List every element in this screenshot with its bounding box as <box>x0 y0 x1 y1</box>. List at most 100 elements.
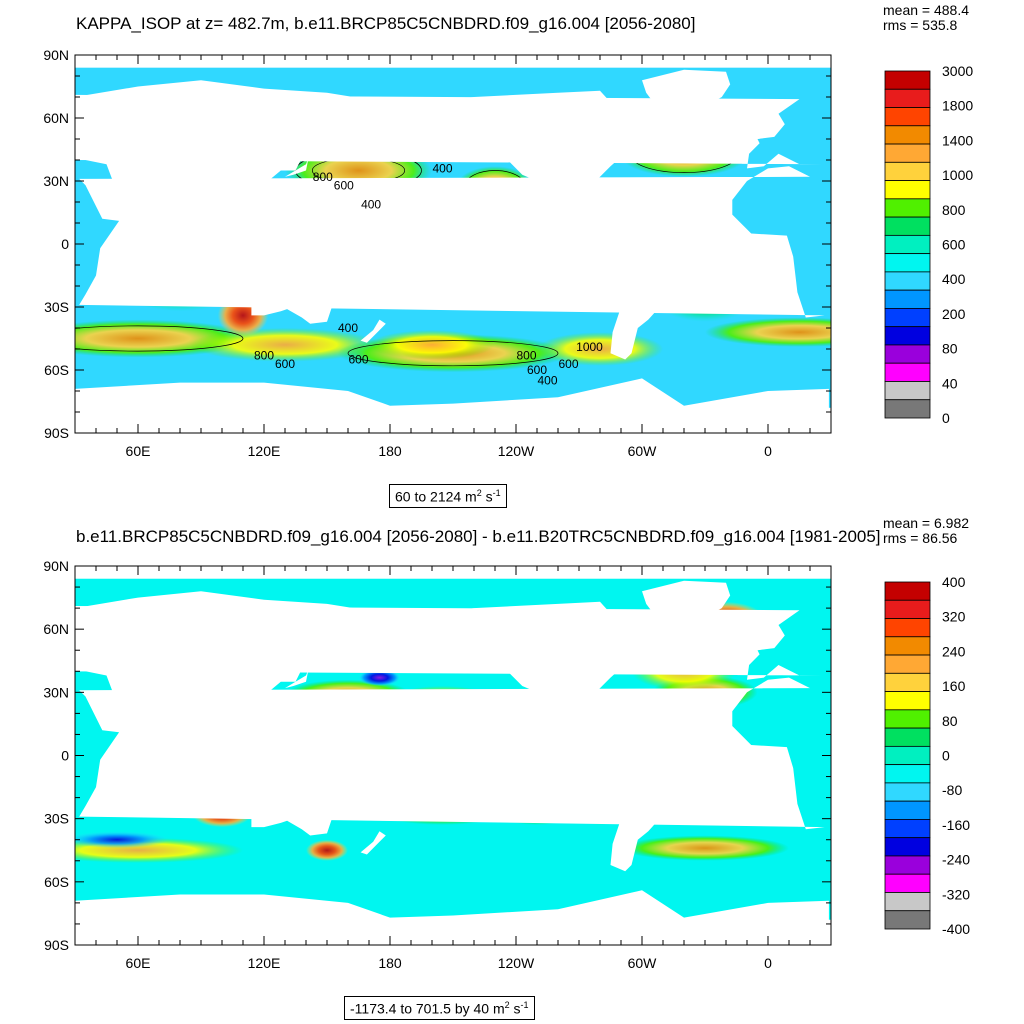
contour-label: 400 <box>338 321 358 335</box>
land-europe <box>75 94 823 169</box>
colorbar-swatch <box>884 727 931 747</box>
colorbar-label: 0 <box>942 410 950 426</box>
colorbar-swatch <box>884 289 931 309</box>
colorbar-label: 80 <box>942 341 958 357</box>
field-anomaly <box>369 330 495 360</box>
bottom-panel-stats: mean = 6.982 rms = 86.56 <box>883 516 969 546</box>
top-mean-label: mean = 488.4 <box>883 2 970 18</box>
colorbar-swatch <box>884 70 931 90</box>
colorbar-swatch <box>884 764 931 784</box>
y-tick-label: 30S <box>44 811 69 827</box>
land-nz <box>360 831 386 855</box>
colorbar-swatch <box>884 216 931 236</box>
top-range-sup2: -1 <box>492 488 501 498</box>
x-tick-label: 0 <box>764 443 772 459</box>
colorbar-swatch <box>884 618 931 638</box>
bottom-range-label: -1173.4 to 701.5 by 40 m2 s-1 <box>344 996 535 1020</box>
contour-label: 400 <box>361 197 381 211</box>
land-nz <box>360 319 386 343</box>
colorbar-swatch <box>884 161 931 181</box>
x-tick-label: 60E <box>126 955 151 971</box>
land-japan <box>285 151 317 177</box>
land-madagascar <box>104 780 117 809</box>
top-panel-title: KAPPA_ISOP at z= 482.7m, b.e11.BRCP85C5C… <box>76 14 696 33</box>
bottom-range-text: -1173.4 to 701.5 by 40 m <box>350 1000 505 1017</box>
colorbar-label: -240 <box>942 852 970 868</box>
colorbar-swatch <box>884 125 931 145</box>
y-tick-label: 90S <box>44 937 69 953</box>
bottom-map-field <box>75 566 831 945</box>
land-indonesia <box>211 745 327 775</box>
colorbar-swatch <box>884 910 931 930</box>
colorbar-swatch <box>884 654 931 674</box>
colorbar-label: 160 <box>942 678 966 694</box>
colorbar-label: 1800 <box>942 98 973 114</box>
colorbar-swatch <box>884 234 931 255</box>
colorbar-swatch <box>884 837 931 857</box>
x-tick-label: 60E <box>126 443 151 459</box>
contour-label: 600 <box>348 353 368 367</box>
field-anomaly <box>190 328 380 362</box>
x-tick-label: 60W <box>628 955 658 971</box>
colorbar-swatch <box>884 88 931 108</box>
colorbar-swatch <box>884 180 931 200</box>
colorbar-swatch <box>884 107 931 127</box>
bottom-range-sup2: -1 <box>520 1000 529 1010</box>
top-range-label: 60 to 2124 m2 s-1 <box>389 484 507 508</box>
colorbar-swatch <box>884 381 931 401</box>
colorbar-label: 800 <box>942 202 966 218</box>
top-range-text: 60 to 2124 m <box>395 488 477 505</box>
field-anomaly <box>75 831 170 849</box>
colorbar-swatch <box>884 800 931 820</box>
land-americas <box>415 90 695 360</box>
y-tick-label: 60N <box>43 110 69 126</box>
colorbar-label: 240 <box>942 643 966 659</box>
bottom-range-sup1: 2 <box>504 1000 510 1010</box>
land-uk <box>755 122 771 139</box>
colorbar-swatch <box>884 691 931 711</box>
colorbar-label: 200 <box>942 306 966 322</box>
land-australia <box>251 267 334 324</box>
contour-line <box>347 340 559 367</box>
land-japan <box>285 662 317 689</box>
y-tick-label: 60S <box>44 874 69 890</box>
colorbar-swatch <box>884 326 931 346</box>
colorbar-swatch <box>884 399 931 419</box>
land-americas <box>415 601 695 872</box>
colorbar-swatch <box>884 672 931 692</box>
colorbar-swatch <box>884 599 931 619</box>
y-tick-label: 90N <box>43 558 69 574</box>
colorbar-swatch <box>884 636 931 656</box>
top-rms-label: rms = 535.8 <box>883 17 958 33</box>
top-range-mid: s <box>481 488 493 505</box>
colorbar-swatch <box>884 362 931 382</box>
colorbar-swatch <box>884 873 931 893</box>
field-anomaly <box>306 839 348 861</box>
land-uk <box>755 633 771 651</box>
field-anomaly <box>358 669 401 686</box>
top-range-sup1: 2 <box>476 488 482 498</box>
land-antarctica <box>75 890 829 945</box>
colorbar-label: 1000 <box>942 167 973 183</box>
x-tick-label: 120W <box>498 955 535 971</box>
contour-label: 400 <box>432 162 452 176</box>
colorbar-label: 40 <box>942 375 958 391</box>
colorbar-label: 400 <box>942 271 966 287</box>
colorbar-swatch <box>884 892 931 912</box>
y-tick-label: 30S <box>44 299 69 315</box>
bottom-mean-label: mean = 6.982 <box>883 515 970 531</box>
land-australia <box>251 778 334 836</box>
colorbar-label: 1400 <box>942 132 973 148</box>
x-tick-label: 0 <box>764 955 772 971</box>
colorbar-label: 0 <box>942 748 950 764</box>
y-tick-label: 30N <box>43 173 69 189</box>
top-panel-stats: mean = 488.4 rms = 535.8 <box>883 3 969 33</box>
y-tick-label: 0 <box>61 748 69 764</box>
colorbar-swatch <box>884 308 931 328</box>
contour-label: 600 <box>527 363 547 377</box>
contour-label: 600 <box>558 357 578 371</box>
contour-label: 800 <box>516 349 536 363</box>
contour-label: 600 <box>334 178 354 192</box>
land-madagascar <box>104 269 117 297</box>
